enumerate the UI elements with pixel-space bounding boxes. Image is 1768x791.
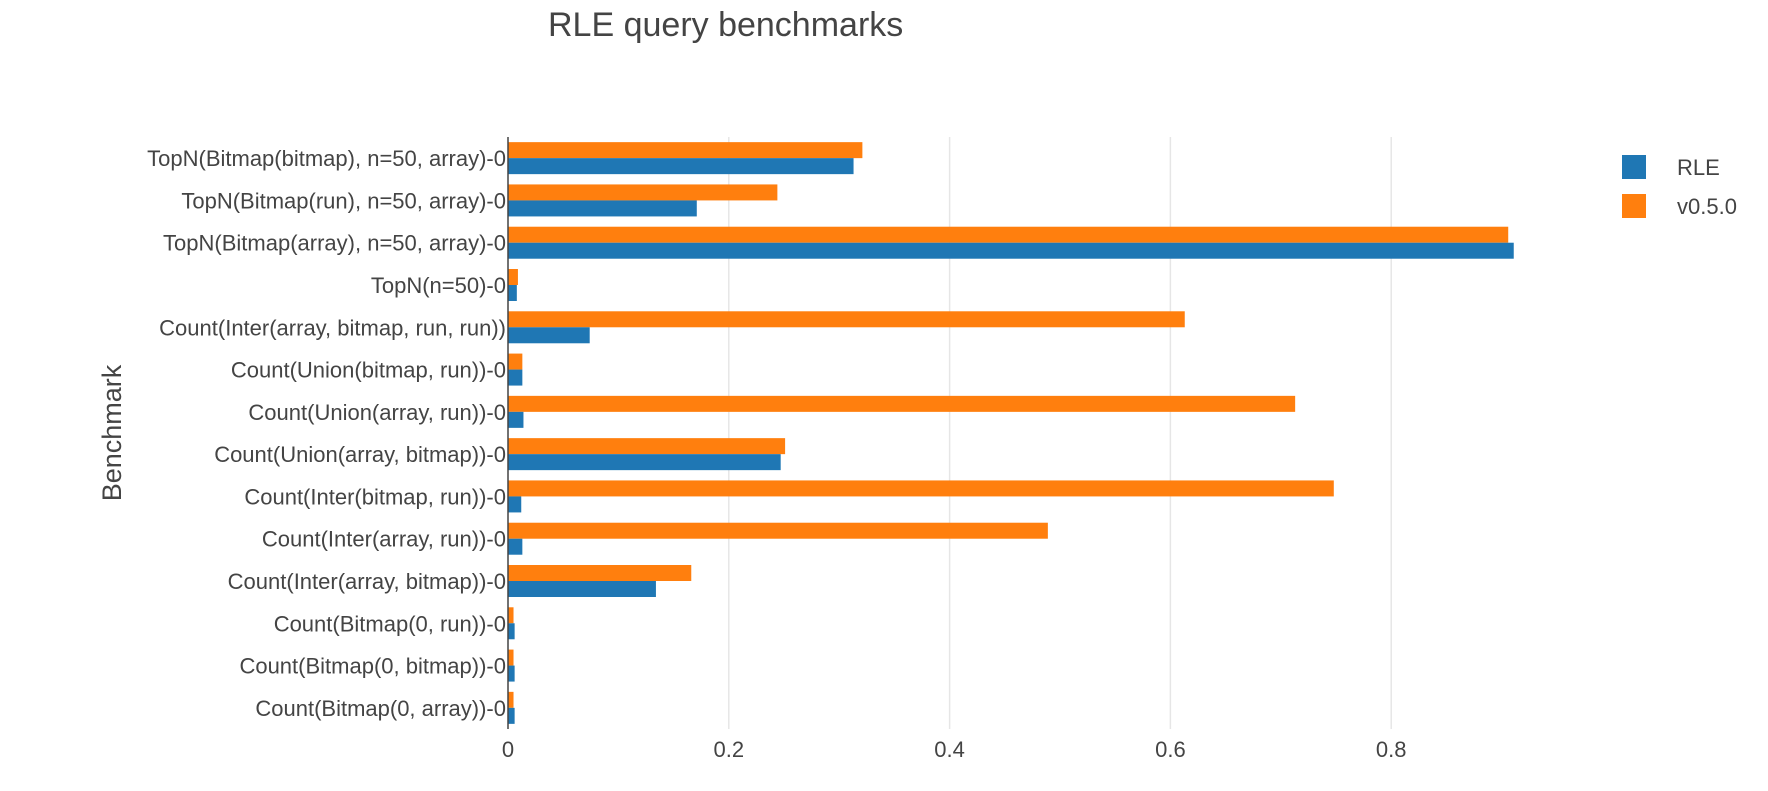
category-label: Count(Bitmap(0, run))-0 <box>274 611 506 636</box>
bar-v050 <box>508 522 1048 539</box>
x-tick-label: 0.6 <box>1155 737 1186 762</box>
category-label: Count(Inter(array, run))-0 <box>262 527 506 552</box>
bar-rle <box>508 369 523 386</box>
category-label: Count(Bitmap(0, bitmap))-0 <box>239 654 506 679</box>
category-label: Count(Union(array, bitmap))-0 <box>214 442 506 467</box>
bar-rle <box>508 454 781 471</box>
category-labels: TopN(Bitmap(bitmap), n=50, array)-0 TopN(… <box>147 146 506 721</box>
bar-v050 <box>508 649 514 666</box>
bar-rle <box>508 327 590 344</box>
category-label: TopN(Bitmap(array), n=50, array)-0 <box>163 231 506 256</box>
category-label: Count(Inter(bitmap, run))-0 <box>244 484 506 509</box>
chart-title: RLE query benchmarks <box>548 6 903 44</box>
bar-v050 <box>508 353 523 370</box>
bar-v050 <box>508 438 786 455</box>
legend-label: v0.5.0 <box>1677 194 1737 219</box>
bar-v050 <box>508 565 692 581</box>
bar-v050 <box>508 311 1185 328</box>
legend[interactable]: RLE v0.5.0 <box>1622 155 1737 219</box>
category-label: TopN(Bitmap(run), n=50, array)-0 <box>181 188 506 213</box>
legend-swatch <box>1622 155 1646 179</box>
legend-swatch <box>1622 194 1646 218</box>
bar-v050 <box>508 480 1334 497</box>
category-label: Count(Bitmap(0, array))-0 <box>255 696 506 721</box>
bar-rle <box>508 665 515 682</box>
bars <box>508 142 1514 724</box>
bar-v050 <box>508 184 778 201</box>
bar-rle <box>508 411 524 428</box>
bar-rle <box>508 496 522 513</box>
bar-rle <box>508 581 656 597</box>
bar-v050 <box>508 607 514 624</box>
y-axis-title: Benchmark <box>97 364 127 501</box>
bar-rle <box>508 242 1514 259</box>
bar-v050 <box>508 691 514 708</box>
bar-v050 <box>508 142 863 159</box>
bar-rle <box>508 707 515 724</box>
bar-rle <box>508 285 517 301</box>
bar-rle <box>508 200 697 217</box>
bar-rle <box>508 158 854 175</box>
category-label: Count(Inter(array, bitmap))-0 <box>228 569 506 594</box>
category-label: Count(Union(array, run))-0 <box>248 400 506 425</box>
category-label: TopN(Bitmap(bitmap), n=50, array)-0 <box>147 146 506 171</box>
x-tick-labels: 0 0.2 0.4 0.6 0.8 <box>502 737 1407 762</box>
x-tick-label: 0 <box>502 737 514 762</box>
x-tick-label: 0.4 <box>934 737 965 762</box>
bar-rle <box>508 623 515 640</box>
bar-rle <box>508 538 523 555</box>
bar-v050 <box>508 269 518 285</box>
legend-label: RLE <box>1677 155 1720 180</box>
category-label: Count(Union(bitmap, run))-0 <box>231 358 506 383</box>
grid-lines <box>728 137 1392 729</box>
category-label: Count(Inter(array, bitmap, run, run)) <box>159 315 506 340</box>
x-tick-label: 0.2 <box>714 737 745 762</box>
bar-v050 <box>508 226 1509 243</box>
x-tick-label: 0.8 <box>1376 737 1407 762</box>
category-label: TopN(n=50)-0 <box>371 273 506 298</box>
bar-v050 <box>508 395 1296 412</box>
